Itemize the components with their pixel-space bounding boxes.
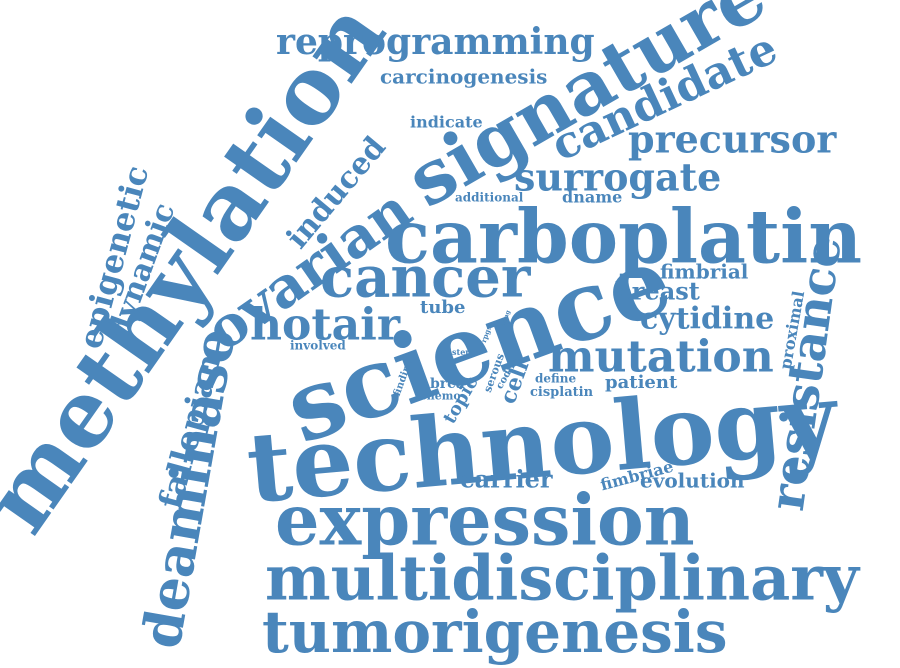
word-fimbrial: fimbrial [660, 259, 749, 284]
word-surrogate: surrogate [514, 154, 722, 200]
word-cancer: cancer [320, 244, 531, 311]
word-cytidine: cytidine [640, 301, 775, 337]
word-breast: breast [615, 276, 700, 306]
word-patient: patient [605, 371, 678, 393]
word-carrier: carrier [460, 464, 553, 494]
word-involved: involved [290, 338, 346, 353]
word-brca: brca [430, 376, 465, 393]
word-define: define [535, 371, 577, 386]
word-precursor: precursor [628, 116, 837, 162]
word-expression: expression [275, 478, 695, 562]
word-hotair: hotair [250, 299, 401, 351]
word-reprogramming: reprogramming [276, 20, 595, 63]
word-carboplatin: carboplatin [385, 194, 862, 281]
word-tube: tube [420, 296, 466, 318]
word-carcinogenesis: carcinogenesis [380, 64, 548, 89]
word-multidisciplinary: multidisciplinary [265, 541, 859, 615]
word-stem: stem [452, 346, 474, 357]
word-mutation: mutation [548, 331, 774, 383]
word-indicate: indicate [410, 112, 483, 132]
word-additional: additional [455, 190, 524, 205]
word-evolution: evolution [640, 468, 745, 493]
word-tumorigenesis: tumorigenesis [262, 597, 728, 666]
word-chemo: chemo [420, 389, 461, 403]
word-cisplatin: cisplatin [530, 384, 594, 400]
word-dname: dname [562, 187, 623, 207]
